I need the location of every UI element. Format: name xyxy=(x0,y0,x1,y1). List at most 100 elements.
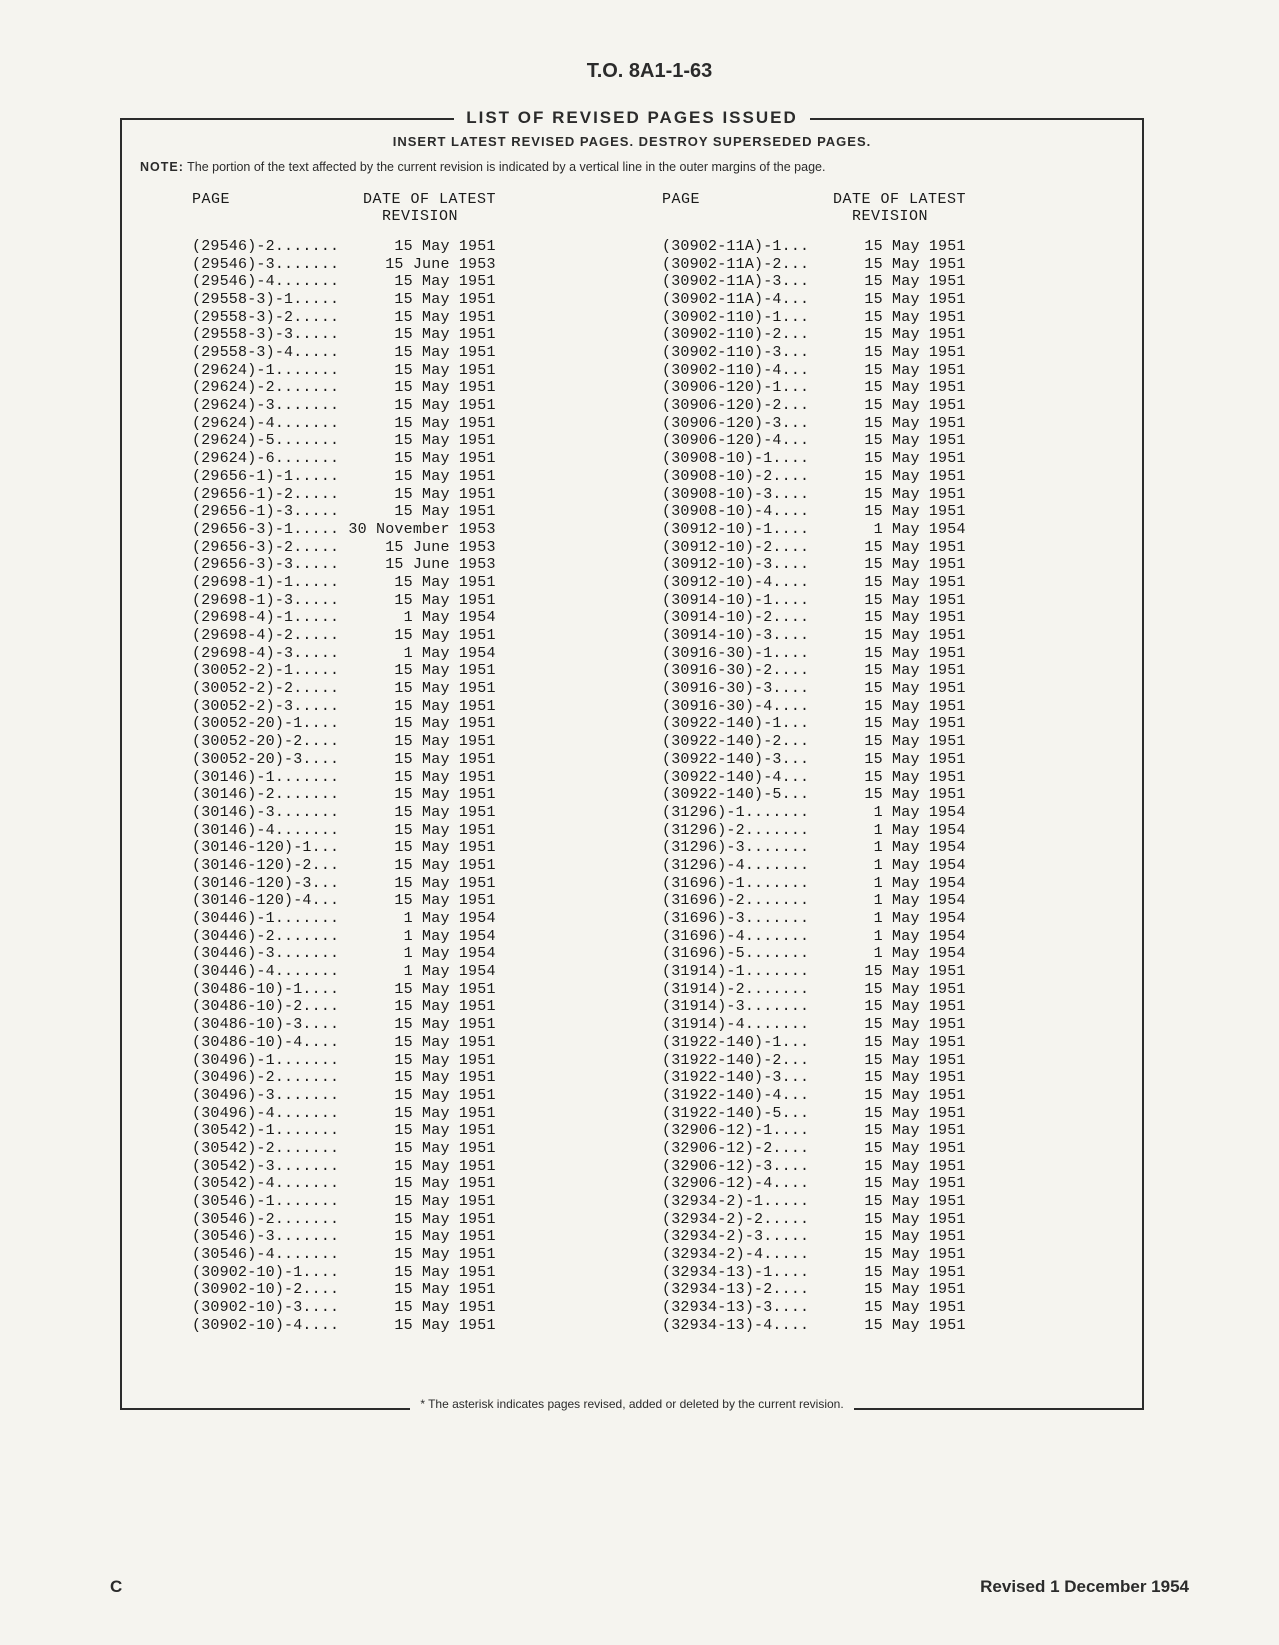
revision-row: (29624)-3....... 15 May 1951 xyxy=(192,397,612,415)
revision-row: (31914)-1....... 15 May 1951 xyxy=(662,963,1082,981)
revision-row: (30908-10)-1.... 15 May 1951 xyxy=(662,450,1082,468)
revision-row: (29558-3)-4..... 15 May 1951 xyxy=(192,344,612,362)
revision-row: (29698-4)-3..... 1 May 1954 xyxy=(192,645,612,663)
revision-row: (30902-11A)-3... 15 May 1951 xyxy=(662,273,1082,291)
revision-row: (29698-4)-1..... 1 May 1954 xyxy=(192,609,612,627)
revision-row: (30916-30)-2.... 15 May 1951 xyxy=(662,662,1082,680)
revision-row: (31296)-2....... 1 May 1954 xyxy=(662,822,1082,840)
right-column: PAGE DATE OF LATEST REVISION (30902-11A)… xyxy=(662,191,1082,1335)
revision-row: (30902-10)-2.... 15 May 1951 xyxy=(192,1281,612,1299)
revision-row: (30496)-3....... 15 May 1951 xyxy=(192,1087,612,1105)
revision-row: (30922-140)-1... 15 May 1951 xyxy=(662,715,1082,733)
revision-row: (30908-10)-4.... 15 May 1951 xyxy=(662,503,1082,521)
revision-row: (31696)-5....... 1 May 1954 xyxy=(662,945,1082,963)
revision-row: (30052-20)-3.... 15 May 1951 xyxy=(192,751,612,769)
revision-row: (30546)-4....... 15 May 1951 xyxy=(192,1246,612,1264)
revision-row: (29698-1)-3..... 15 May 1951 xyxy=(192,592,612,610)
revision-row: (30916-30)-1.... 15 May 1951 xyxy=(662,645,1082,663)
note-label: NOTE: xyxy=(140,160,184,174)
revision-row: (32934-13)-4.... 15 May 1951 xyxy=(662,1317,1082,1335)
revision-row: (32934-2)-3..... 15 May 1951 xyxy=(662,1228,1082,1246)
left-col-header: PAGE DATE OF LATEST REVISION xyxy=(192,191,612,226)
revision-row: (30916-30)-4.... 15 May 1951 xyxy=(662,698,1082,716)
revision-row: (31696)-4....... 1 May 1954 xyxy=(662,928,1082,946)
revision-row: (31922-140)-4... 15 May 1951 xyxy=(662,1087,1082,1105)
revision-row: (29624)-5....... 15 May 1951 xyxy=(192,432,612,450)
revision-row: (29656-1)-1..... 15 May 1951 xyxy=(192,468,612,486)
revision-row: (30446)-1....... 1 May 1954 xyxy=(192,910,612,928)
revision-row: (30446)-2....... 1 May 1954 xyxy=(192,928,612,946)
revision-row: (30908-10)-2.... 15 May 1951 xyxy=(662,468,1082,486)
revision-row: (30146)-3....... 15 May 1951 xyxy=(192,804,612,822)
revision-row: (30542)-1....... 15 May 1951 xyxy=(192,1122,612,1140)
revision-row: (30902-10)-4.... 15 May 1951 xyxy=(192,1317,612,1335)
right-col-header: PAGE DATE OF LATEST REVISION xyxy=(662,191,1082,226)
revision-row: (30912-10)-1.... 1 May 1954 xyxy=(662,521,1082,539)
revision-row: (30902-11A)-2... 15 May 1951 xyxy=(662,256,1082,274)
revision-frame: LIST OF REVISED PAGES ISSUED INSERT LATE… xyxy=(120,118,1144,1410)
note-line: NOTE: The portion of the text affected b… xyxy=(122,159,1142,191)
revision-row: (30902-110)-1... 15 May 1951 xyxy=(662,309,1082,327)
revision-row: (30052-20)-2.... 15 May 1951 xyxy=(192,733,612,751)
revision-row: (31922-140)-5... 15 May 1951 xyxy=(662,1105,1082,1123)
revision-row: (30146)-4....... 15 May 1951 xyxy=(192,822,612,840)
revision-row: (30052-2)-1..... 15 May 1951 xyxy=(192,662,612,680)
revision-row: (30146-120)-1... 15 May 1951 xyxy=(192,839,612,857)
revision-row: (30906-120)-4... 15 May 1951 xyxy=(662,432,1082,450)
revision-row: (30486-10)-1.... 15 May 1951 xyxy=(192,981,612,999)
revision-row: (29624)-6....... 15 May 1951 xyxy=(192,450,612,468)
revision-row: (29656-3)-1..... 30 November 1953 xyxy=(192,521,612,539)
revision-row: (31914)-3....... 15 May 1951 xyxy=(662,998,1082,1016)
note-text: The portion of the text affected by the … xyxy=(187,160,825,174)
revision-row: (29558-3)-3..... 15 May 1951 xyxy=(192,326,612,344)
revision-row: (32906-12)-3.... 15 May 1951 xyxy=(662,1158,1082,1176)
revision-row: (30902-11A)-1... 15 May 1951 xyxy=(662,238,1082,256)
revision-row: (32934-2)-2..... 15 May 1951 xyxy=(662,1211,1082,1229)
revision-row: (29698-4)-2..... 15 May 1951 xyxy=(192,627,612,645)
revision-row: (32934-2)-1..... 15 May 1951 xyxy=(662,1193,1082,1211)
revision-row: (30916-30)-3.... 15 May 1951 xyxy=(662,680,1082,698)
revision-row: (30902-10)-1.... 15 May 1951 xyxy=(192,1264,612,1282)
revision-row: (31696)-1....... 1 May 1954 xyxy=(662,875,1082,893)
revision-row: (31696)-2....... 1 May 1954 xyxy=(662,892,1082,910)
revision-row: (30912-10)-2.... 15 May 1951 xyxy=(662,539,1082,557)
revision-row: (31296)-1....... 1 May 1954 xyxy=(662,804,1082,822)
revision-row: (30496)-2....... 15 May 1951 xyxy=(192,1069,612,1087)
revision-row: (29656-3)-2..... 15 June 1953 xyxy=(192,539,612,557)
revision-row: (30546)-3....... 15 May 1951 xyxy=(192,1228,612,1246)
revision-row: (30914-10)-3.... 15 May 1951 xyxy=(662,627,1082,645)
revision-row: (30914-10)-2.... 15 May 1951 xyxy=(662,609,1082,627)
frame-title: LIST OF REVISED PAGES ISSUED xyxy=(454,108,810,128)
columns: PAGE DATE OF LATEST REVISION (29546)-2..… xyxy=(122,191,1142,1349)
revision-row: (30446)-4....... 1 May 1954 xyxy=(192,963,612,981)
revision-row: (30912-10)-4.... 15 May 1951 xyxy=(662,574,1082,592)
revision-row: (30486-10)-3.... 15 May 1951 xyxy=(192,1016,612,1034)
revision-row: (31914)-4....... 15 May 1951 xyxy=(662,1016,1082,1034)
revision-row: (30902-110)-4... 15 May 1951 xyxy=(662,362,1082,380)
revision-row: (29624)-4....... 15 May 1951 xyxy=(192,415,612,433)
revision-row: (32934-13)-1.... 15 May 1951 xyxy=(662,1264,1082,1282)
revision-row: (30052-2)-2..... 15 May 1951 xyxy=(192,680,612,698)
revision-row: (30542)-4....... 15 May 1951 xyxy=(192,1175,612,1193)
revision-row: (30052-20)-1.... 15 May 1951 xyxy=(192,715,612,733)
revision-row: (29558-3)-2..... 15 May 1951 xyxy=(192,309,612,327)
page-letter: C xyxy=(110,1577,122,1597)
revision-row: (30542)-3....... 15 May 1951 xyxy=(192,1158,612,1176)
revision-row: (30902-10)-3.... 15 May 1951 xyxy=(192,1299,612,1317)
footnote: * The asterisk indicates pages revised, … xyxy=(410,1397,853,1411)
revision-row: (29624)-1....... 15 May 1951 xyxy=(192,362,612,380)
revision-row: (29624)-2....... 15 May 1951 xyxy=(192,379,612,397)
revision-row: (29656-1)-3..... 15 May 1951 xyxy=(192,503,612,521)
revision-row: (30546)-2....... 15 May 1951 xyxy=(192,1211,612,1229)
revision-row: (30146-120)-4... 15 May 1951 xyxy=(192,892,612,910)
revision-row: (30486-10)-4.... 15 May 1951 xyxy=(192,1034,612,1052)
footer: C Revised 1 December 1954 xyxy=(110,1577,1189,1597)
revision-row: (30052-2)-3..... 15 May 1951 xyxy=(192,698,612,716)
revision-row: (31922-140)-2... 15 May 1951 xyxy=(662,1052,1082,1070)
footnote-wrap: * The asterisk indicates pages revised, … xyxy=(122,1385,1142,1403)
revision-row: (30146-120)-3... 15 May 1951 xyxy=(192,875,612,893)
revision-row: (30146)-2....... 15 May 1951 xyxy=(192,786,612,804)
revision-row: (29558-3)-1..... 15 May 1951 xyxy=(192,291,612,309)
revision-row: (29546)-2....... 15 May 1951 xyxy=(192,238,612,256)
revision-row: (29656-1)-2..... 15 May 1951 xyxy=(192,486,612,504)
